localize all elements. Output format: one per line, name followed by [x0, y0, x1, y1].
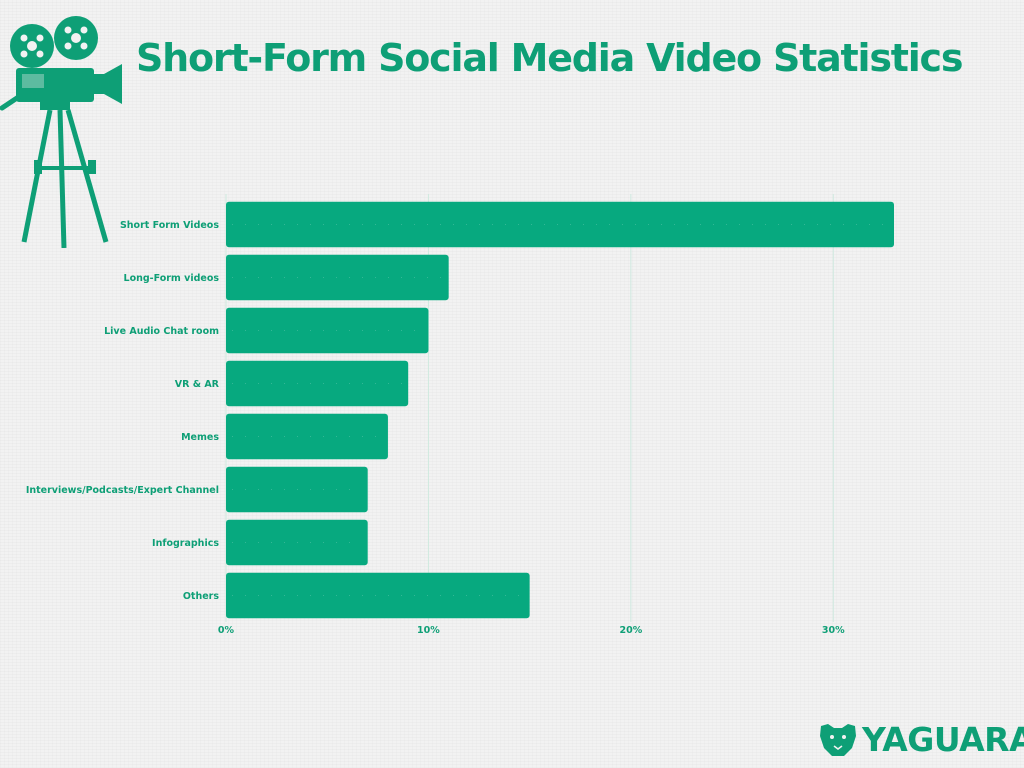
brand-name: YAGUARA: [862, 720, 1024, 759]
page-title: Short-Form Social Media Video Statistics: [136, 36, 964, 80]
category-label: Live Audio Chat room: [104, 326, 219, 337]
bar: [226, 360, 409, 407]
bar: [226, 254, 449, 301]
film-camera-icon: [0, 16, 122, 248]
brand-logo: YAGUARA: [818, 720, 1024, 760]
bar: [226, 466, 368, 513]
category-label: Long-Form videos: [124, 273, 220, 284]
category-label: Memes: [181, 432, 219, 443]
category-label: Infographics: [152, 538, 219, 549]
bar: [226, 307, 429, 354]
category-label: Others: [183, 591, 220, 602]
x-tick-label: 0%: [218, 625, 235, 636]
bar: [226, 519, 368, 566]
x-tick-label: 10%: [417, 625, 440, 636]
category-label: Short Form Videos: [120, 220, 219, 231]
category-label: VR & AR: [175, 379, 220, 390]
bar: [226, 413, 388, 460]
category-label: Interviews/Podcasts/Expert Channel: [26, 485, 219, 496]
bar: [226, 572, 530, 619]
x-tick-label: 30%: [822, 625, 845, 636]
bar: [226, 201, 894, 248]
jaguar-head-icon: [820, 724, 856, 756]
x-tick-label: 20%: [619, 625, 642, 636]
